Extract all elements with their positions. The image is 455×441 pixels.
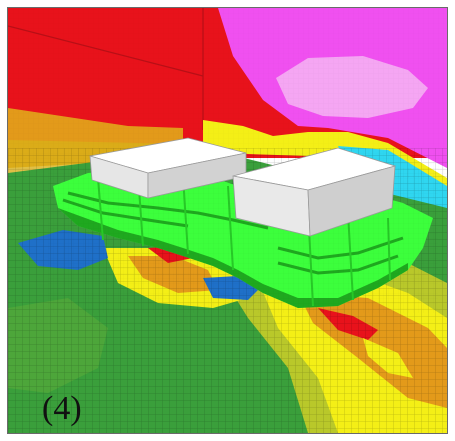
figure-frame: (4) (7, 7, 448, 434)
building-model-left (89, 137, 247, 199)
building-model-right (232, 147, 397, 237)
panel-label: (4) (42, 390, 82, 427)
simulation-render (8, 8, 447, 433)
